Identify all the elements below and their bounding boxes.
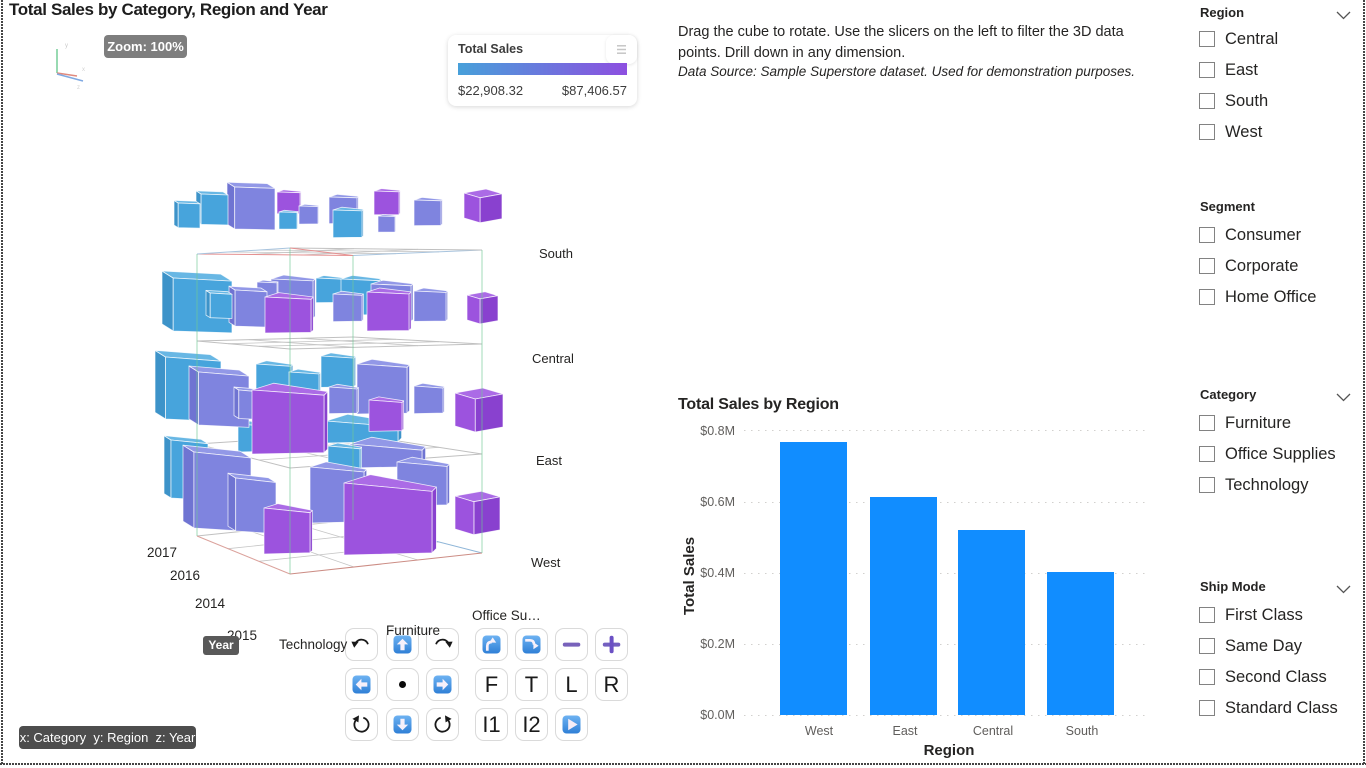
svg-text:x: x [82, 67, 85, 73]
svg-text:z: z [77, 85, 80, 91]
svg-text:y: y [65, 43, 68, 49]
